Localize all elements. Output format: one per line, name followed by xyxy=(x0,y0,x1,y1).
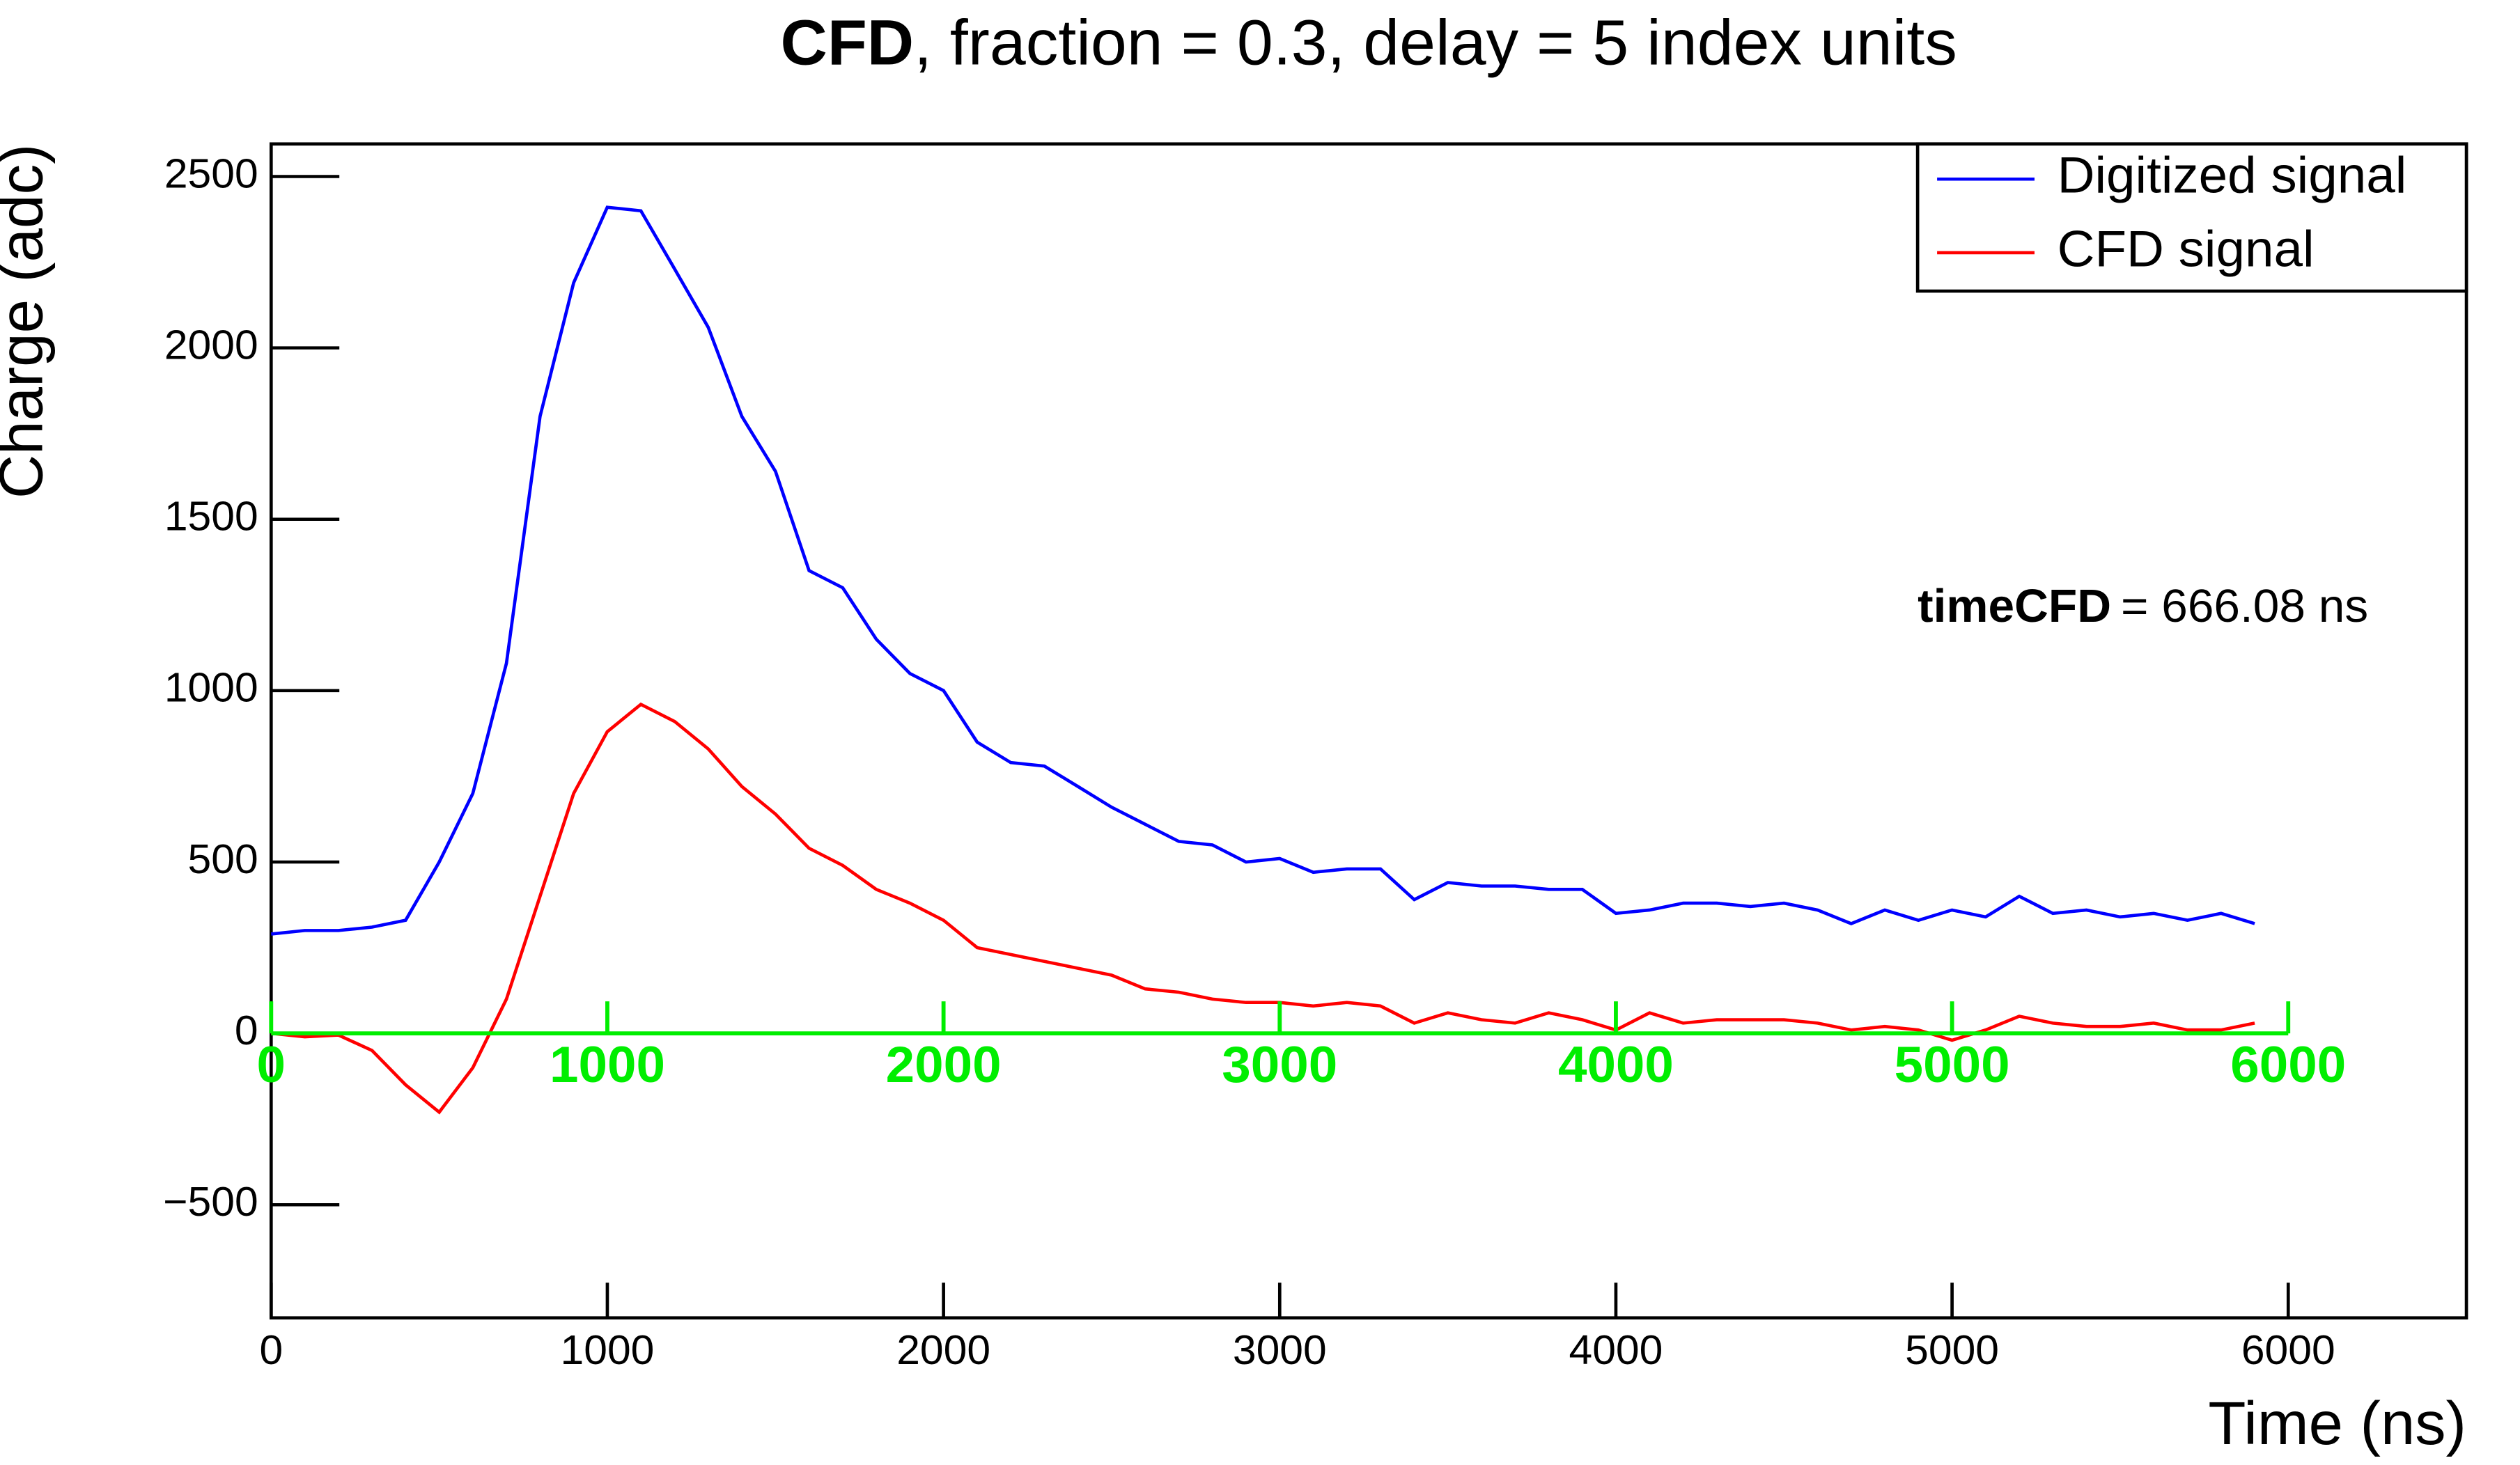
x-tick-label: 2000 xyxy=(896,1326,990,1373)
chart-title: CFD, fraction = 0.3, delay = 5 index uni… xyxy=(781,7,1957,79)
zero-axis-tick-label: 2000 xyxy=(886,1036,1002,1093)
legend-label: CFD signal xyxy=(2058,220,2315,277)
y-axis-label: Charge (adc) xyxy=(0,144,56,499)
x-tick-label: 6000 xyxy=(2241,1326,2335,1373)
annotation-label: timeCFD xyxy=(1918,580,2111,632)
plot-frame xyxy=(269,142,2468,1319)
annotation-text: = 666.08 ns xyxy=(2121,580,2368,632)
zero-axis-tick-label: 1000 xyxy=(550,1036,665,1093)
y-tick-label: 500 xyxy=(188,836,258,882)
x-tick-label: 3000 xyxy=(1233,1326,1327,1373)
zero-axis-tick-label: 3000 xyxy=(1222,1036,1337,1093)
legend-box xyxy=(1915,142,2468,293)
y-tick-label: −500 xyxy=(163,1178,258,1225)
annotation: timeCFD = 666.08 ns xyxy=(1918,580,2368,632)
x-axis-label: Time (ns) xyxy=(2208,1389,2466,1457)
zero-axis-tick-label: 6000 xyxy=(2230,1036,2346,1093)
y-tick-label: 0 xyxy=(235,1007,258,1053)
title-bold: CFD xyxy=(781,7,915,79)
legend-label: Digitized signal xyxy=(2058,146,2407,203)
y-tick-label: 1500 xyxy=(164,493,258,540)
series-line xyxy=(271,205,2255,936)
x-tick-label: 5000 xyxy=(1905,1326,1999,1373)
y-tick-label: 2500 xyxy=(164,150,258,197)
x-tick-label: 0 xyxy=(259,1326,283,1373)
zero-axis-tick-label: 0 xyxy=(257,1036,286,1093)
x-tick-label: 4000 xyxy=(1569,1326,1663,1373)
y-tick-label: 2000 xyxy=(164,322,258,368)
x-tick-label: 1000 xyxy=(561,1326,655,1373)
y-tick-label: 1000 xyxy=(164,664,258,711)
title-rest: , fraction = 0.3, delay = 5 index units xyxy=(914,7,1957,79)
zero-axis-tick-label: 4000 xyxy=(1558,1036,1674,1093)
zero-axis-tick-label: 5000 xyxy=(1895,1036,2010,1093)
